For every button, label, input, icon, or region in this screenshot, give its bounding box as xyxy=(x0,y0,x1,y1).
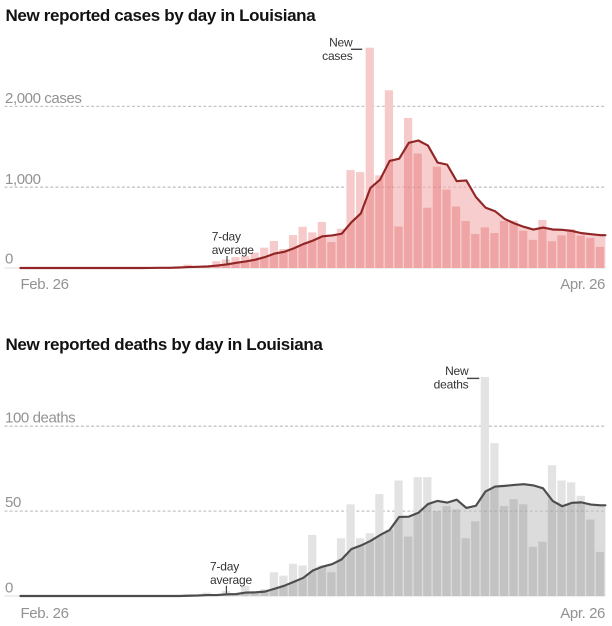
svg-text:Feb. 26: Feb. 26 xyxy=(21,605,69,622)
svg-text:7-day: 7-day xyxy=(210,560,239,574)
svg-text:0: 0 xyxy=(5,251,13,268)
svg-text:deaths: deaths xyxy=(434,377,469,391)
svg-text:Apr. 26: Apr. 26 xyxy=(560,276,605,293)
svg-text:7-day: 7-day xyxy=(212,230,241,244)
svg-text:2,000 cases: 2,000 cases xyxy=(5,90,82,107)
svg-text:New: New xyxy=(329,36,353,50)
svg-text:0: 0 xyxy=(5,580,13,597)
svg-text:50: 50 xyxy=(5,494,21,511)
svg-text:cases: cases xyxy=(322,49,353,63)
svg-text:Feb. 26: Feb. 26 xyxy=(21,276,69,293)
svg-text:New reported deaths by day in: New reported deaths by day in Louisiana xyxy=(6,335,324,354)
svg-text:average: average xyxy=(210,573,252,587)
svg-text:New: New xyxy=(445,364,469,378)
svg-text:100 deaths: 100 deaths xyxy=(5,410,75,427)
svg-text:New reported cases by day in L: New reported cases by day in Louisiana xyxy=(6,6,317,25)
svg-text:average: average xyxy=(212,243,254,257)
svg-text:1,000: 1,000 xyxy=(5,171,41,188)
svg-text:Apr. 26: Apr. 26 xyxy=(560,605,605,622)
